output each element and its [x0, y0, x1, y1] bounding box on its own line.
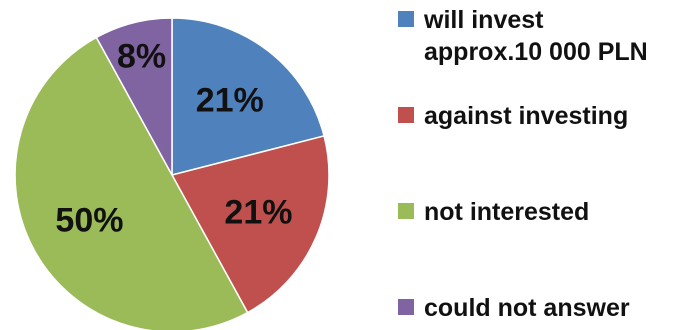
data-label-against-investing: 21%	[224, 193, 292, 231]
pie-slice-could-not-answer	[95, 17, 173, 176]
legend-label-could-not-answer: could not answer	[424, 294, 630, 322]
legend-item-could-not-answer: could not answer	[398, 292, 630, 324]
pie-slice-will-invest	[171, 17, 325, 176]
pie-data-labels: 21% 21% 50% 8%	[55, 37, 292, 239]
pie-slice-against-investing	[170, 135, 330, 314]
legend-item-against-investing: against investing	[398, 100, 628, 132]
legend-label-will-invest: will invest approx.10 000 PLN	[424, 6, 648, 66]
pie-slice-not-interested	[14, 36, 249, 330]
legend-label-not-interested: not interested	[424, 198, 590, 226]
legend-item-will-invest: will invest approx.10 000 PLN	[398, 4, 648, 68]
legend-item-not-interested: not interested	[398, 196, 589, 228]
legend-label-against-investing: against investing	[424, 102, 629, 130]
legend-swatch-not-interested	[398, 203, 414, 219]
chart-legend: will invest approx.10 000 PLN against in…	[398, 0, 694, 330]
legend-swatch-will-invest	[398, 11, 414, 27]
legend-swatch-against-investing	[398, 107, 414, 123]
data-label-will-invest: 21%	[196, 82, 264, 120]
data-label-not-interested: 50%	[55, 201, 123, 239]
pie-slices	[14, 17, 330, 330]
data-label-could-not-answer: 8%	[117, 37, 166, 75]
legend-swatch-could-not-answer	[398, 299, 414, 315]
